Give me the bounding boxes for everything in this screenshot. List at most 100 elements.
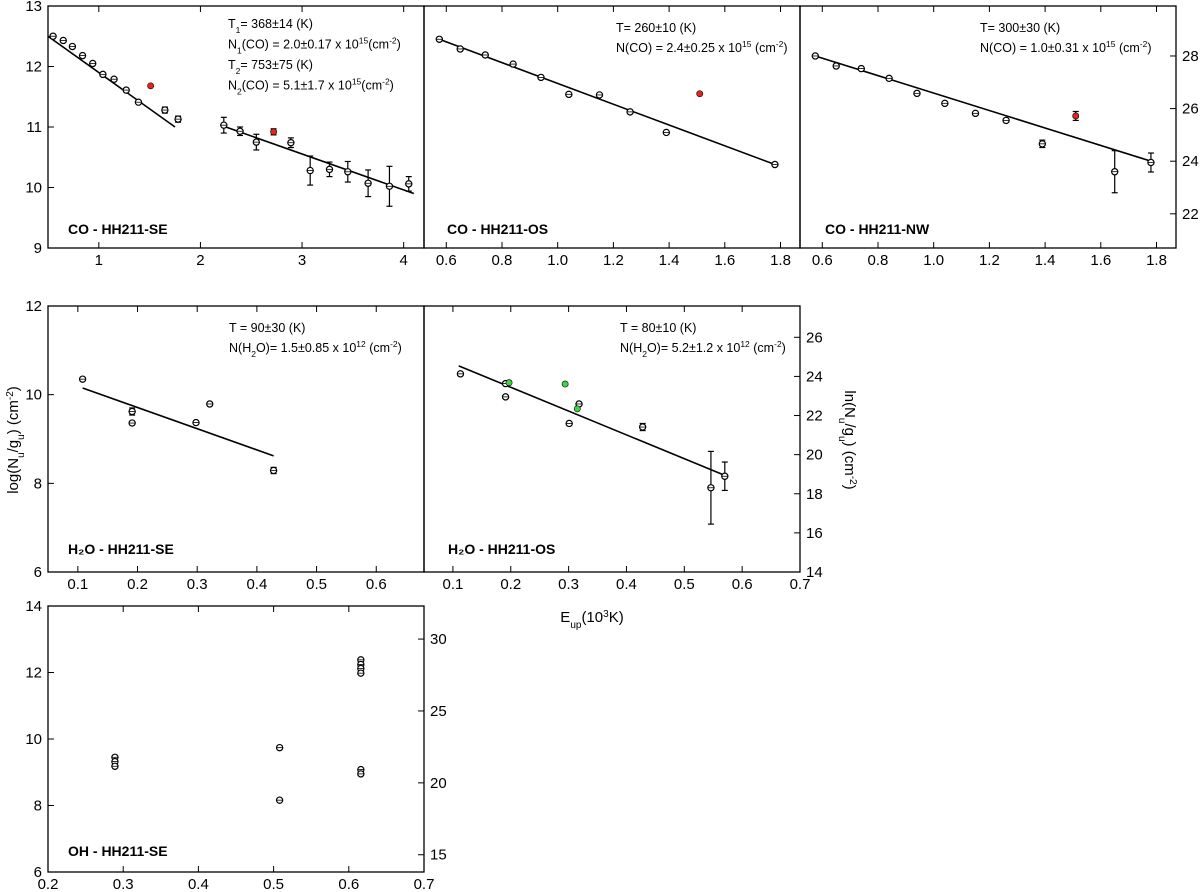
x-tick-label: 1.6 xyxy=(714,252,735,269)
x-tick-label: 0.4 xyxy=(188,876,209,892)
annotation-line: N(CO) = 2.4±0.25 x 1015 (cm-2) xyxy=(616,39,788,55)
x-tick-label: 0.1 xyxy=(67,576,88,593)
data-point-highlight xyxy=(696,90,704,98)
panel-title: H₂O - HH211-OS xyxy=(448,541,555,557)
fit-line xyxy=(815,55,1152,162)
fit-line xyxy=(458,365,726,477)
panel-title: H₂O - HH211-SE xyxy=(68,541,174,557)
annotation-line: N(CO) = 1.0±0.31 x 1015 (cm-2) xyxy=(980,39,1152,55)
right-y-tick-label: 22 xyxy=(806,408,823,425)
x-tick-label: 0.7 xyxy=(414,876,435,892)
right-y-tick-label: 15 xyxy=(430,847,447,864)
x-tick-label: 1 xyxy=(95,252,103,269)
y-tick-label: 13 xyxy=(25,0,42,15)
x-tick-label: 4 xyxy=(400,252,408,269)
panel-title: CO - HH211-OS xyxy=(447,221,548,237)
axis-titles-layer: log(Nu/gu) (cm-2) ln(Nu/gu) (cm-2) Eup(103… xyxy=(5,386,859,630)
x-tick-label: 0.4 xyxy=(616,576,637,593)
right-y-tick-label: 24 xyxy=(1182,153,1199,170)
annotation-line: N2(CO) = 5.1±1.7 x 1015(cm-2) xyxy=(228,77,394,97)
x-tick-label: 1.4 xyxy=(659,252,680,269)
fit-line xyxy=(439,38,776,166)
x-tick-label: 0.1 xyxy=(442,576,463,593)
x-tick-label: 0.6 xyxy=(366,576,387,593)
y-tick-label: 11 xyxy=(26,119,42,136)
y-tick-label: 14 xyxy=(25,598,42,615)
x-tick-label: 0.2 xyxy=(38,876,59,892)
panel-h2o-os: 0.1 0.2 0.3 0.4 0.5 0.6 0.714 16 18 20 22 24 26 T = 8… xyxy=(423,305,823,593)
panel-frame xyxy=(423,305,801,573)
x-tick-label: 1.4 xyxy=(1035,252,1056,269)
fit-line xyxy=(82,387,274,457)
fit-line xyxy=(225,126,415,195)
right-y-tick-label: 30 xyxy=(430,631,447,648)
panel-title: OH - HH211-SE xyxy=(68,843,168,859)
annotation-line: T= 300±30 (K) xyxy=(980,21,1060,35)
x-tick-label: 0.5 xyxy=(674,576,695,593)
y-tick-label: 8 xyxy=(34,475,42,492)
right-y-tick-label: 20 xyxy=(806,447,823,464)
right-y-tick-label: 14 xyxy=(806,564,823,581)
annotation-line: N1(CO) = 2.0±0.17 x 1015(cm-2) xyxy=(228,36,401,56)
panel-title: CO - HH211-SE xyxy=(68,221,168,237)
right-y-tick-label: 26 xyxy=(1182,101,1199,118)
x-tick-label: 0.2 xyxy=(127,576,148,593)
data-point-highlight xyxy=(1072,112,1080,120)
panel-oh-se: 0.2 0.3 0.4 0.5 0.6 0.7 6 8 10 12 14 15 20 25 30 OH - H… xyxy=(25,598,446,892)
x-tick-label: 0.3 xyxy=(187,576,208,593)
x-tick-label: 0.6 xyxy=(812,252,833,269)
x-tick-label: 1.8 xyxy=(770,252,791,269)
right-y-tick-label: 24 xyxy=(806,368,823,385)
right-y-tick-label: 25 xyxy=(430,703,447,720)
y-tick-label: 12 xyxy=(25,665,42,682)
x-tick-label: 0.5 xyxy=(263,876,284,892)
right-y-tick-label: 28 xyxy=(1182,48,1199,65)
right-y-tick-label: 18 xyxy=(806,486,823,503)
x-tick-label: 0.8 xyxy=(868,252,889,269)
x-tick-label: 1.2 xyxy=(603,252,624,269)
right-y-axis-title: ln(Nu/gu) (cm-2) xyxy=(837,390,859,489)
x-tick-label: 0.6 xyxy=(436,252,457,269)
right-y-tick-label: 22 xyxy=(1182,206,1199,223)
x-tick-label: 3 xyxy=(298,252,306,269)
annotation-line: T2= 753±75 (K) xyxy=(228,58,313,76)
data-point-highlight xyxy=(505,379,513,387)
annotation-line: T= 260±10 (K) xyxy=(616,21,696,35)
left-y-axis-title: log(Nu/gu) (cm-2) xyxy=(5,386,27,494)
annotation-line: N(H2O)= 1.5±0.85 x 1012 (cm-2) xyxy=(229,339,402,359)
x-tick-label: 0.6 xyxy=(732,576,753,593)
panel-h2o-se: 0.1 0.2 0.3 0.4 0.5 0.6 6 8 10 12 T = 90±30 (K) N(H… xyxy=(25,298,425,593)
panel-co-nw: 0.6 0.8 1.0 1.2 1.4 1.6 1.8 22 24 26 28 T= 300±30 (… xyxy=(799,5,1199,269)
right-y-tick-label: 20 xyxy=(430,775,447,792)
panel-frame xyxy=(47,605,425,873)
annotation-line: T = 80±10 (K) xyxy=(620,321,696,335)
y-tick-label: 10 xyxy=(25,731,42,748)
x-tick-label: 1.0 xyxy=(923,252,944,269)
x-tick-label: 1.8 xyxy=(1146,252,1167,269)
x-tick-label: 0.4 xyxy=(246,576,267,593)
data-point-highlight xyxy=(270,128,277,136)
x-tick-label: 0.3 xyxy=(558,576,579,593)
x-tick-label: 0.5 xyxy=(306,576,327,593)
x-tick-label: 1.6 xyxy=(1090,252,1111,269)
data-point-highlight xyxy=(561,380,569,388)
x-tick-label: 0.8 xyxy=(492,252,513,269)
panel-title: CO - HH211-NW xyxy=(825,221,930,237)
y-tick-label: 8 xyxy=(34,798,42,815)
right-y-tick-label: 26 xyxy=(806,329,823,346)
data-point-highlight xyxy=(573,405,581,413)
x-tick-label: 2 xyxy=(196,252,204,269)
x-tick-label: 0.3 xyxy=(113,876,134,892)
annotation-line: N(H2O)= 5.2±1.2 x 1012 (cm-2) xyxy=(620,339,786,359)
y-tick-label: 12 xyxy=(25,59,42,76)
x-tick-label: 0.2 xyxy=(500,576,521,593)
x-axis-title: Eup(103K) xyxy=(560,609,623,631)
y-tick-label: 6 xyxy=(34,864,42,881)
y-tick-label: 6 xyxy=(34,564,42,581)
x-tick-label: 1.0 xyxy=(547,252,568,269)
right-y-tick-label: 16 xyxy=(806,525,823,542)
x-tick-label: 1.2 xyxy=(979,252,1000,269)
